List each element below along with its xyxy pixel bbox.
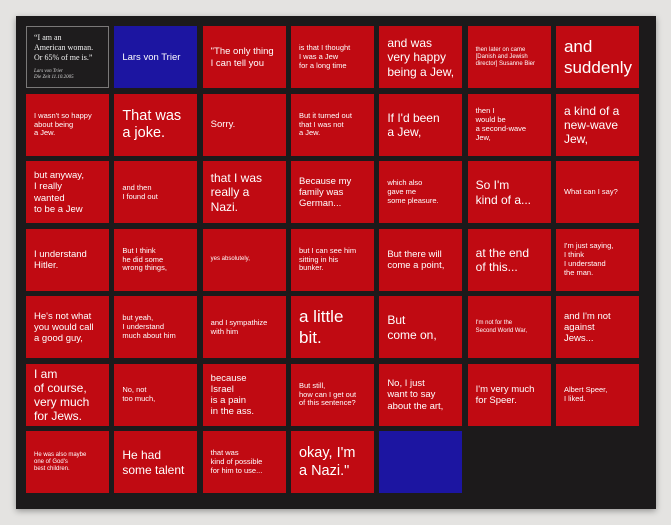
text-panel: But there will come a point, — [379, 228, 463, 291]
intro-source: Lars von Trier Die Zeit 11.10.2005 — [34, 69, 74, 80]
text-panel: I'm just saying, I think I understand th… — [555, 228, 639, 291]
panel-text: But come on, — [387, 313, 437, 342]
text-panel: That was a joke. — [114, 93, 198, 156]
panel-text: If I'd been a Jew, — [387, 110, 440, 139]
panel-text: and then I found out — [122, 182, 158, 201]
text-panel: is that I thought I was a Jew for a long… — [290, 26, 374, 88]
panel-text: and I'm not against Jews... — [563, 310, 611, 345]
panel-text: But it turned out that I was not a Jew. — [298, 110, 352, 138]
panel-text: but anyway, I really wanted to be a Jew — [34, 170, 84, 215]
panel-text: "The only thing I can tell you — [210, 46, 274, 69]
text-panel: He was also maybe one of God's best chil… — [26, 431, 109, 493]
panel-text: Sorry. — [210, 119, 236, 131]
panel-text: I wasn't so happy about being a Jew. — [34, 110, 92, 138]
title-panel: Lars von Trier — [114, 26, 198, 88]
text-panel: Albert Speer, I liked. — [555, 363, 639, 426]
panel-text: then later on came [Danish and Jewish di… — [475, 46, 536, 68]
panel-text: and was very happy being a Jew, — [387, 36, 455, 79]
panel-text: Because my family was German... — [298, 175, 352, 210]
panel-text: He had some talent — [122, 448, 185, 477]
panel-text: but I can see him sitting in his bunker. — [298, 245, 357, 273]
artwork-frame: “I am an American woman. Or 65% of me is… — [16, 16, 656, 509]
text-panel: that I was really a Nazi. — [202, 161, 286, 223]
text-panel: But I think he did some wrong things, — [114, 228, 198, 291]
panel-text: I'm not for the Second World War, — [475, 320, 527, 334]
panel-grid: “I am an American woman. Or 65% of me is… — [26, 26, 639, 493]
text-panel: I'm not for the Second World War, — [467, 296, 551, 358]
text-panel: and I'm not against Jews... — [555, 296, 639, 358]
text-panel: a kind of a new-wave Jew, — [555, 93, 639, 156]
panel-text: Albert Speer, I liked. — [563, 385, 608, 403]
text-panel: okay, I'm a Nazi." — [290, 431, 374, 493]
text-panel: "The only thing I can tell you — [202, 26, 286, 88]
text-panel: that was kind of possible for him to use… — [202, 431, 286, 493]
text-panel: but yeah, I understand much about him — [114, 296, 198, 358]
text-panel: and I sympathize with him — [202, 296, 286, 358]
panel-text: that was kind of possible for him to use… — [210, 448, 263, 475]
panel-text: that I was really a Nazi. — [210, 171, 263, 214]
text-panel: I'm very much for Speer. — [467, 363, 551, 426]
panel-text: So I'm kind of a... — [475, 178, 532, 207]
panel-text: and suddenly — [563, 37, 633, 77]
panel-text: a kind of a new-wave Jew, — [563, 103, 620, 147]
text-panel: He had some talent — [114, 431, 198, 493]
panel-text: But still, how can I get out of this sen… — [298, 380, 357, 408]
panel-text: He was also maybe one of God's best chil… — [34, 451, 87, 473]
text-panel: because Israel is a pain in the ass. — [202, 363, 286, 426]
text-panel: and suddenly — [555, 26, 639, 88]
panel-text: is that I thought I was a Jew for a long… — [298, 43, 351, 70]
text-panel: But it turned out that I was not a Jew. — [290, 93, 374, 156]
panel-text: I understand Hitler. — [34, 248, 87, 271]
text-panel: I wasn't so happy about being a Jew. — [26, 93, 109, 156]
text-panel: But still, how can I get out of this sen… — [290, 363, 374, 426]
panel-text: I'm very much for Speer. — [475, 383, 535, 406]
panel-text: He's not what you would call a good guy, — [34, 310, 94, 345]
text-panel: and then I found out — [114, 161, 198, 223]
panel-text: at the end of this... — [475, 245, 530, 274]
panel-text: but yeah, I understand much about him — [122, 313, 176, 340]
text-panel: I understand Hitler. — [26, 228, 109, 291]
text-panel: yes absolutely, — [202, 228, 286, 291]
panel-text: I am of course, very much for Jews. — [34, 366, 90, 424]
text-panel: Because my family was German... — [290, 161, 374, 223]
panel-text: yes absolutely, — [210, 256, 250, 263]
text-panel: Sorry. — [202, 93, 286, 156]
intro-panel: “I am an American woman. Or 65% of me is… — [26, 26, 109, 88]
text-panel: at the end of this... — [467, 228, 551, 291]
panel-text: okay, I'm a Nazi." — [298, 445, 356, 479]
panel-text: and I sympathize with him — [210, 317, 268, 336]
text-panel: but I can see him sitting in his bunker. — [290, 228, 374, 291]
text-panel: He's not what you would call a good guy, — [26, 296, 109, 358]
text-panel: So I'm kind of a... — [467, 161, 551, 223]
text-panel: No, not too much, — [114, 363, 198, 426]
blank-blue-panel — [379, 431, 463, 493]
panel-text: because Israel is a pain in the ass. — [210, 372, 254, 418]
panel-text: which also gave me some pleasure. — [387, 178, 439, 205]
panel-text: But there will come a point, — [387, 248, 445, 271]
panel-text: What can I say? — [563, 187, 618, 197]
text-panel: which also gave me some pleasure. — [379, 161, 463, 223]
text-panel: then later on came [Danish and Jewish di… — [467, 26, 551, 88]
text-panel: But come on, — [379, 296, 463, 358]
text-panel: a little bit. — [290, 296, 374, 358]
text-panel: If I'd been a Jew, — [379, 93, 463, 156]
intro-quote: “I am an American woman. Or 65% of me is… — [34, 33, 94, 62]
empty-slot — [555, 431, 639, 493]
text-panel: and was very happy being a Jew, — [379, 26, 463, 88]
text-panel: I am of course, very much for Jews. — [26, 363, 109, 426]
panel-text: No, not too much, — [122, 385, 156, 403]
panel-text: Lars von Trier — [122, 51, 181, 63]
panel-text: I'm just saying, I think I understand th… — [563, 241, 614, 277]
panel-text: No, I just want to say about the art, — [387, 378, 444, 412]
text-panel: No, I just want to say about the art, — [379, 363, 463, 426]
empty-slot — [467, 431, 551, 493]
panel-text: That was a joke. — [122, 107, 182, 141]
text-panel: but anyway, I really wanted to be a Jew — [26, 161, 109, 223]
text-panel: What can I say? — [555, 161, 639, 223]
panel-text: then I would be a second-wave Jew, — [475, 106, 527, 142]
panel-text: a little bit. — [298, 307, 344, 347]
text-panel: then I would be a second-wave Jew, — [467, 93, 551, 156]
panel-text: But I think he did some wrong things, — [122, 245, 167, 273]
